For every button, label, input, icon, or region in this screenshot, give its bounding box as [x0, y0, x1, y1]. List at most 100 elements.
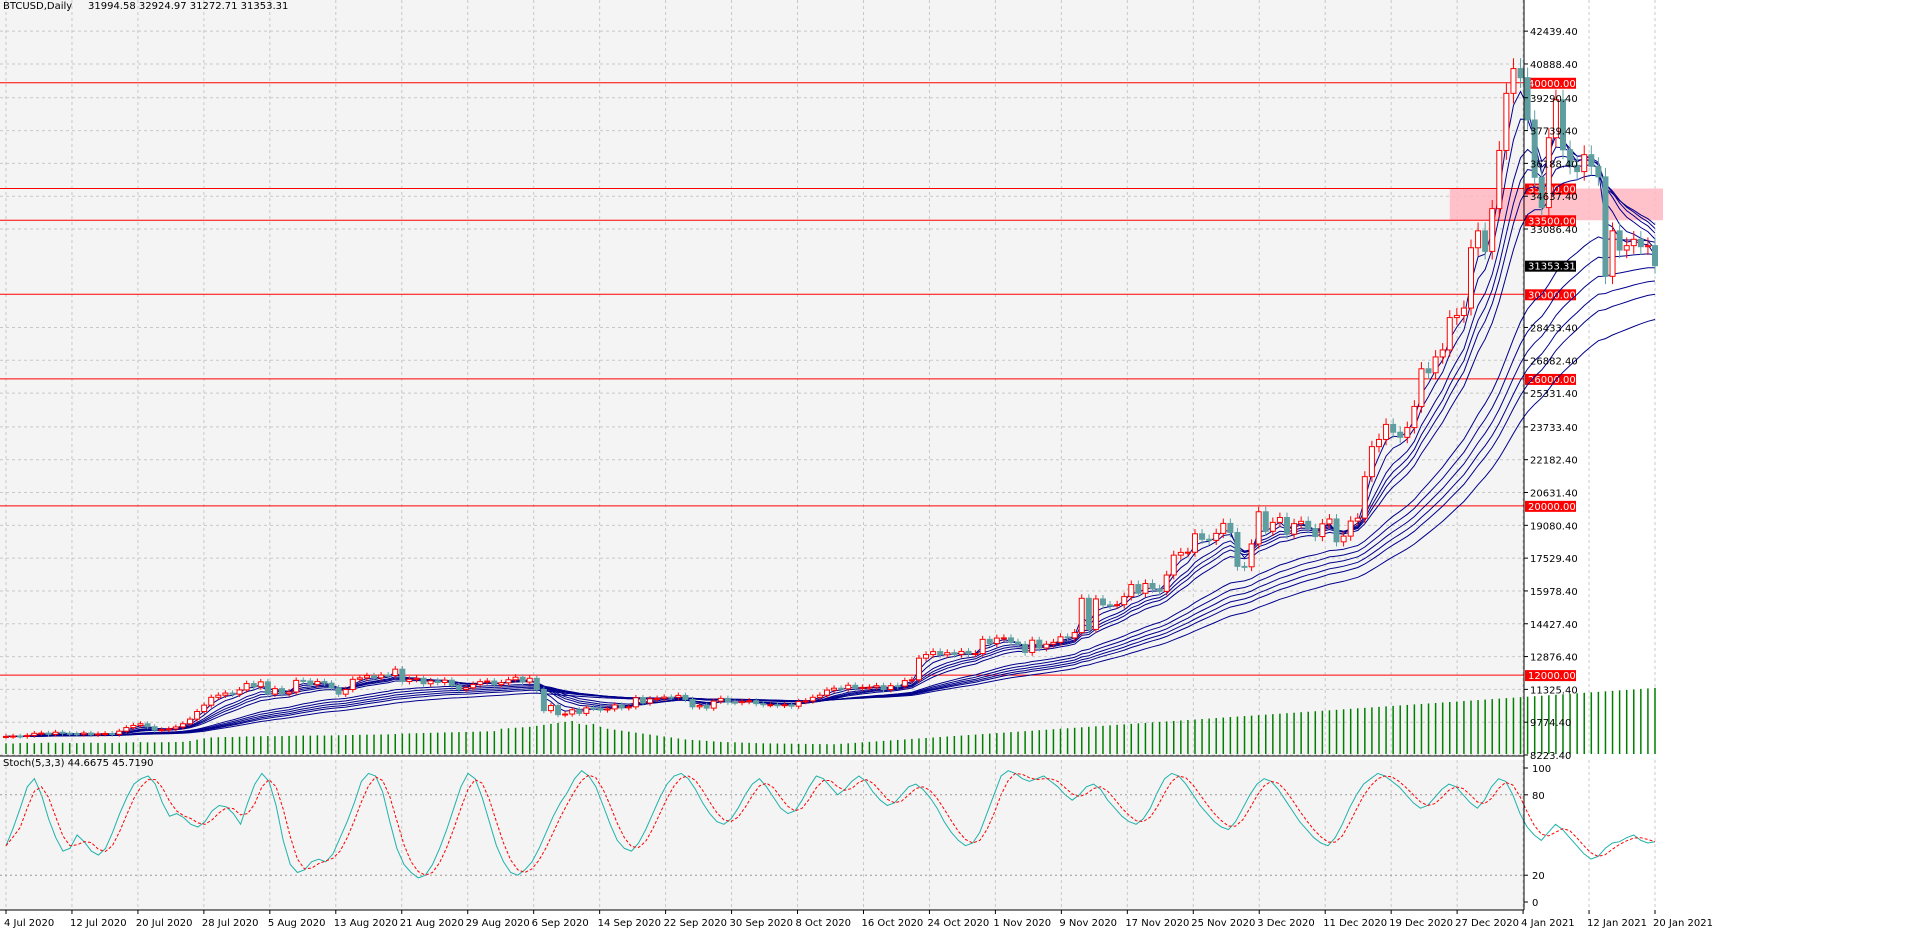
candle-body [257, 681, 264, 688]
candle-body [80, 732, 87, 735]
candle-body [1644, 245, 1651, 248]
candle-body [901, 680, 908, 687]
candle-body [3, 735, 9, 738]
candle-body [569, 709, 576, 715]
candle-body [250, 683, 257, 688]
candle-body [179, 723, 186, 728]
price-tick-label: 11325.40 [1530, 685, 1578, 696]
candle-body [774, 704, 781, 707]
candle-body [406, 678, 413, 682]
candle-body [1085, 597, 1092, 630]
candle-body [1057, 636, 1064, 643]
time-tick-label: 8 Oct 2020 [796, 918, 851, 929]
candle-body [675, 694, 682, 698]
level-label: 35000.00 [1528, 185, 1576, 196]
time-tick-label: 16 Oct 2020 [861, 918, 923, 929]
candle-body [880, 685, 887, 690]
candle-body [1128, 584, 1135, 598]
candle-body [1078, 597, 1085, 634]
time-tick-label: 6 Sep 2020 [532, 918, 589, 929]
candle-body [1581, 154, 1588, 173]
candle-body [1390, 423, 1397, 433]
level-tag [1525, 373, 1576, 385]
candle-body [1099, 598, 1106, 606]
candle-body [937, 651, 944, 656]
candle-body [455, 685, 462, 690]
candle-body [555, 705, 562, 716]
candle-body [1368, 446, 1375, 478]
candle-body [1114, 604, 1121, 607]
candle-body [1050, 641, 1057, 645]
candle-body [1567, 149, 1574, 166]
candle-body [335, 687, 342, 695]
candle-body [1064, 636, 1071, 639]
candle-body [838, 687, 845, 690]
candle-body [300, 679, 307, 682]
level-label: 40000.00 [1528, 79, 1576, 90]
candle-body [434, 680, 441, 684]
candle-body [243, 683, 250, 691]
current-price-label: 31353.31 [1528, 262, 1576, 273]
level-tag [1525, 500, 1576, 512]
candle-body [194, 710, 201, 720]
time-tick-label: 4 Jul 2020 [4, 918, 54, 929]
candle-body [1496, 149, 1503, 210]
candle-body [717, 697, 724, 702]
candle-body [873, 685, 880, 688]
candle-body [201, 704, 208, 712]
candle-body [17, 735, 24, 738]
candle-body [1411, 405, 1418, 429]
current-price-tag [1525, 260, 1576, 272]
candle-body [102, 732, 109, 735]
candle-body [986, 638, 993, 645]
time-tick-label: 27 Dec 2020 [1455, 918, 1519, 929]
candle-body [463, 687, 470, 690]
candle-body [739, 701, 746, 704]
time-axis: 4 Jul 2020 12 Jul 2020 20 Jul 2020 28 Jul 2… [4, 910, 1713, 929]
candle-body [1559, 99, 1566, 151]
candle-body [887, 685, 894, 690]
time-tick-label: 29 Aug 2020 [466, 918, 530, 929]
candle-body [979, 638, 986, 655]
candle-body [73, 733, 80, 736]
level-label: 30000.00 [1528, 290, 1576, 301]
stoch-tick-label: 20 [1532, 871, 1545, 882]
candle-body [802, 700, 809, 703]
candle-body [1404, 427, 1411, 438]
candle-body [208, 696, 215, 706]
candle-body [965, 650, 972, 655]
candle-body [342, 688, 349, 695]
time-tick-label: 21 Aug 2020 [400, 918, 464, 929]
candle-body [894, 685, 901, 688]
candle-body [130, 724, 137, 729]
level-label: 20000.00 [1528, 502, 1576, 513]
candle-body [583, 707, 590, 714]
candle-body [625, 706, 632, 709]
candle-body [222, 692, 229, 696]
stoch-tick-label: 100 [1532, 764, 1551, 775]
candle-body [505, 679, 512, 684]
candle-body [710, 700, 717, 709]
candle-body [271, 688, 278, 695]
candle-body [590, 707, 597, 710]
candle-body [1637, 238, 1644, 248]
candle-body [682, 694, 689, 700]
candle-body [1446, 317, 1453, 351]
moving-average-ribbon [5, 90, 1656, 737]
horizontal-levels[interactable]: 40000.00 35000.00 33500.00 30000.00 26000.00… [0, 77, 1576, 682]
level-label: 33500.00 [1528, 216, 1576, 227]
price-tick-label: 14427.40 [1530, 620, 1578, 631]
candle-body [279, 688, 286, 695]
time-tick-label: 4 Jan 2021 [1521, 918, 1575, 929]
symbol-label: BTCUSD,Daily [3, 1, 72, 12]
candle-body [314, 680, 321, 686]
candle-body [59, 731, 66, 734]
stoch-label: Stoch(5,3,3) 44.6675 45.7190 [3, 758, 154, 769]
candle-body [1276, 516, 1283, 523]
candle-body [363, 675, 370, 679]
price-tick-label: 36188.40 [1530, 159, 1578, 170]
candle-body [1354, 517, 1361, 522]
candle-body [66, 732, 73, 735]
